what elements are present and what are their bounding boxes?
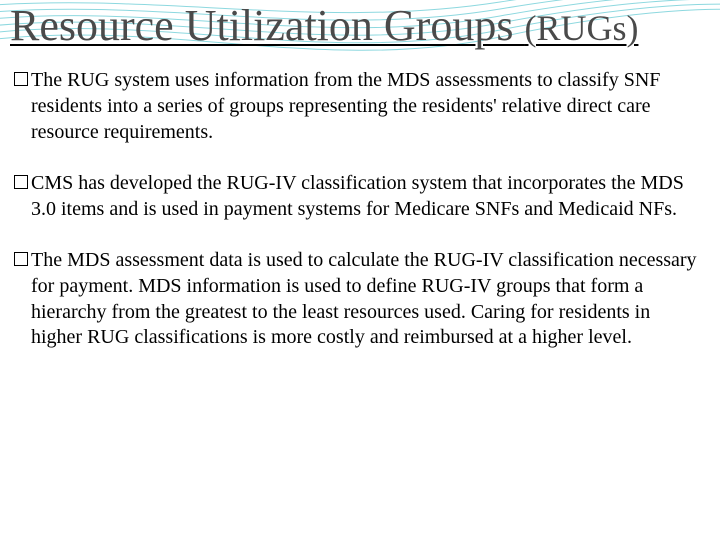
bullet-list: The RUG system uses information from the… xyxy=(10,68,710,350)
title-main-text: Resource Utilization Groups xyxy=(10,1,524,50)
bullet-text: The RUG system uses information from the… xyxy=(31,68,702,145)
bullet-item: The RUG system uses information from the… xyxy=(14,68,702,145)
bullet-item: The MDS assessment data is used to calcu… xyxy=(14,248,702,350)
bullet-item: CMS has developed the RUG-IV classificat… xyxy=(14,171,702,222)
slide-title: Resource Utilization Groups (RUGs) xyxy=(10,0,710,68)
square-bullet-icon xyxy=(14,252,28,266)
slide-content: Resource Utilization Groups (RUGs) The R… xyxy=(0,0,720,351)
square-bullet-icon xyxy=(14,72,28,86)
bullet-text: The MDS assessment data is used to calcu… xyxy=(31,248,702,350)
bullet-text: CMS has developed the RUG-IV classificat… xyxy=(31,171,702,222)
title-sub-text: (RUGs) xyxy=(524,8,638,48)
square-bullet-icon xyxy=(14,175,28,189)
